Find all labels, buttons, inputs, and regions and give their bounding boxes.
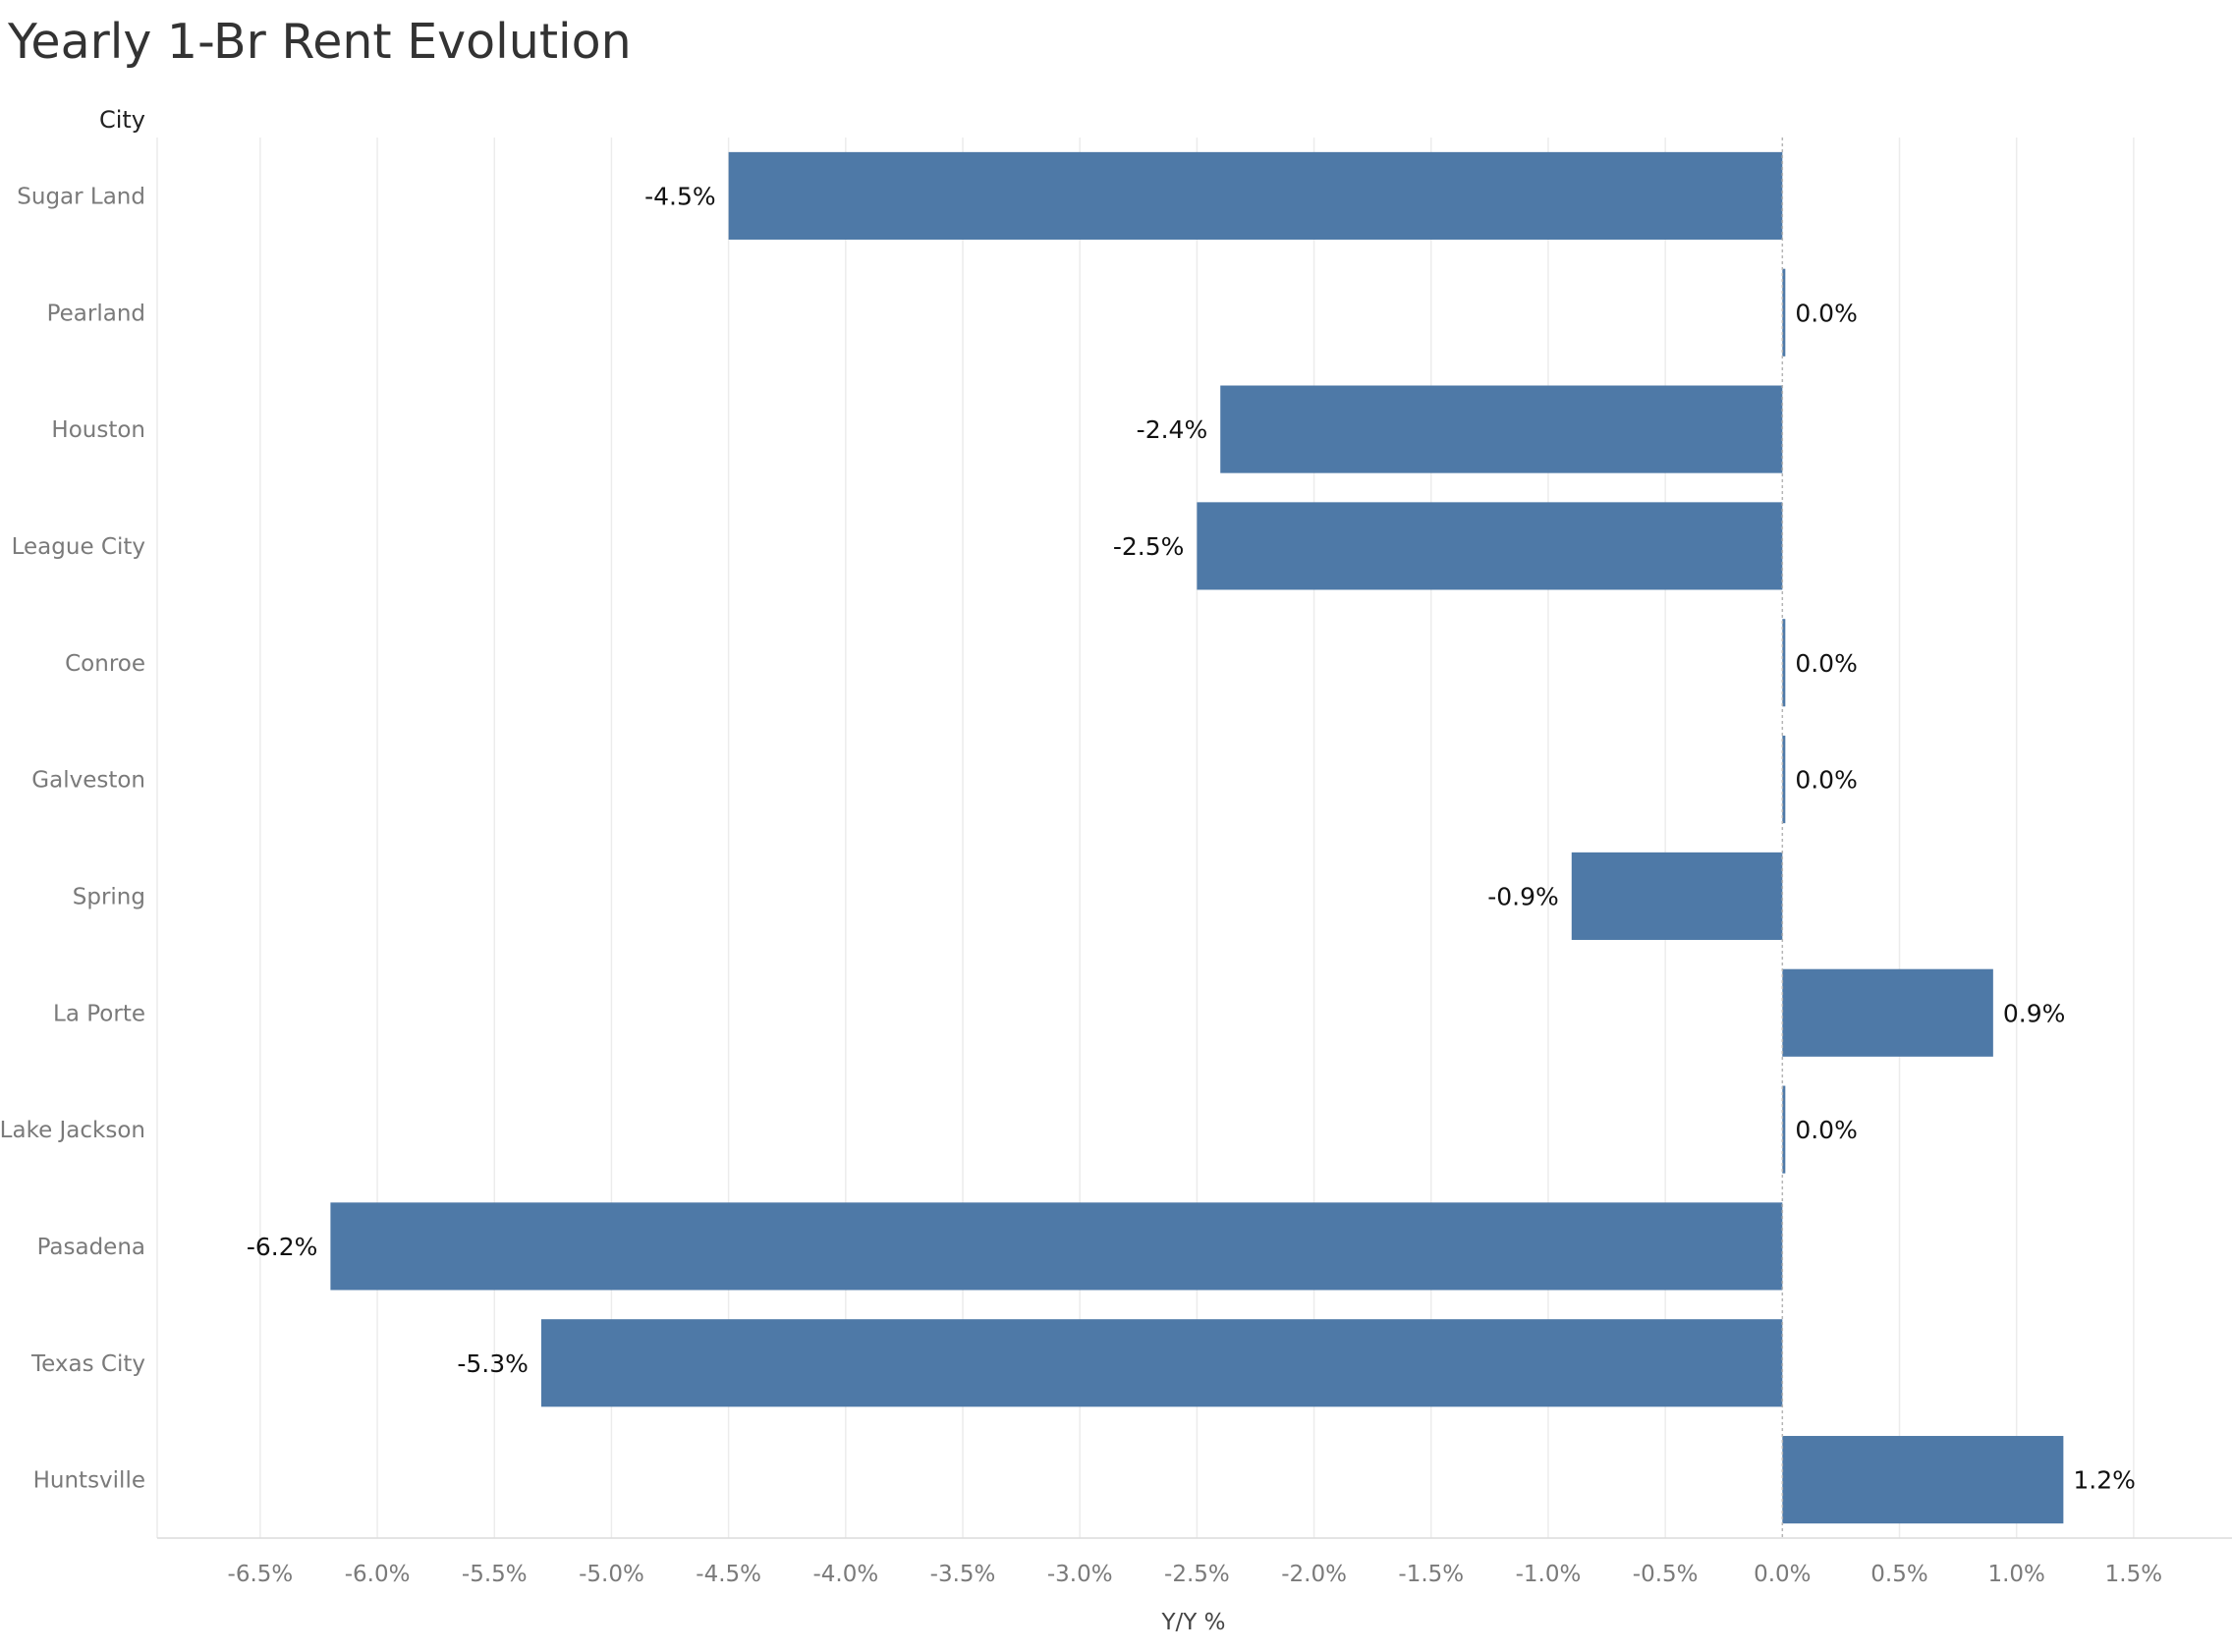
- category-label: Lake Jackson: [0, 1118, 145, 1143]
- bar: [1220, 385, 1783, 473]
- x-tick-label: -3.0%: [1047, 1562, 1113, 1587]
- category-label: Huntsville: [33, 1468, 145, 1494]
- bar-value-label: -0.9%: [1487, 882, 1559, 910]
- x-tick-label: -4.0%: [812, 1562, 878, 1587]
- bar-value-label: -2.5%: [1113, 532, 1185, 561]
- labels: -6.5% -6.0% -5.5% -5.0% -4.5% -4.0% -3.5% -3.0%…: [0, 182, 2162, 1587]
- category-label: Spring: [73, 884, 145, 909]
- bar: [1782, 619, 1786, 707]
- chart-title: Yearly 1-Br Rent Evolution: [8, 14, 632, 70]
- x-tick-label: -4.5%: [696, 1562, 761, 1587]
- x-axis-title: Y/Y %: [1160, 1610, 1225, 1635]
- category-label: Conroe: [65, 651, 145, 677]
- bar-value-label: -6.2%: [247, 1233, 318, 1261]
- bar-value-label: -5.3%: [457, 1349, 529, 1378]
- x-tick-label: -6.5%: [228, 1562, 294, 1587]
- bar-value-label: -2.4%: [1137, 415, 1208, 444]
- category-label: Sugar Land: [17, 184, 145, 209]
- bar: [330, 1202, 1783, 1291]
- category-label: Houston: [51, 417, 145, 443]
- x-tick-label: -5.5%: [462, 1562, 528, 1587]
- gridlines: [156, 138, 2232, 1539]
- bar: [1782, 1085, 1786, 1174]
- category-axis-header: City: [99, 106, 145, 134]
- bars: [330, 151, 2064, 1524]
- x-tick-label: -1.0%: [1516, 1562, 1582, 1587]
- bar-value-label: 0.0%: [1795, 1116, 1858, 1144]
- bar: [1782, 968, 1993, 1057]
- bar-value-label: 0.0%: [1795, 299, 1858, 327]
- category-label: Galveston: [31, 768, 145, 794]
- bar-value-label: 0.9%: [2003, 999, 2066, 1027]
- x-tick-label: 0.0%: [1754, 1562, 1811, 1587]
- category-label: League City: [12, 534, 145, 560]
- x-tick-label: -0.5%: [1633, 1562, 1699, 1587]
- bar: [540, 1319, 1783, 1407]
- category-label: La Porte: [53, 1001, 145, 1026]
- bar-value-label: 1.2%: [2073, 1466, 2136, 1495]
- x-tick-label: 1.0%: [1987, 1562, 2044, 1587]
- category-label: Pasadena: [37, 1235, 145, 1260]
- x-tick-label: -2.5%: [1164, 1562, 1230, 1587]
- bar: [1782, 268, 1786, 357]
- bar-value-label: 0.0%: [1795, 766, 1858, 795]
- x-tick-label: -2.0%: [1281, 1562, 1347, 1587]
- bar: [1571, 852, 1783, 940]
- bar: [1197, 502, 1783, 590]
- category-label: Pearland: [47, 301, 145, 326]
- bar-value-label: 0.0%: [1795, 649, 1858, 678]
- category-label: Texas City: [30, 1351, 145, 1377]
- x-tick-label: -3.5%: [930, 1562, 996, 1587]
- bar: [728, 151, 1783, 240]
- x-tick-label: -1.5%: [1398, 1562, 1464, 1587]
- bar-value-label: -4.5%: [644, 182, 716, 210]
- bar: [1782, 1436, 2064, 1524]
- bar: [1782, 736, 1786, 824]
- x-tick-label: -5.0%: [579, 1562, 644, 1587]
- x-tick-label: -6.0%: [345, 1562, 411, 1587]
- x-tick-label: 0.5%: [1870, 1562, 1927, 1587]
- x-tick-label: 1.5%: [2105, 1562, 2162, 1587]
